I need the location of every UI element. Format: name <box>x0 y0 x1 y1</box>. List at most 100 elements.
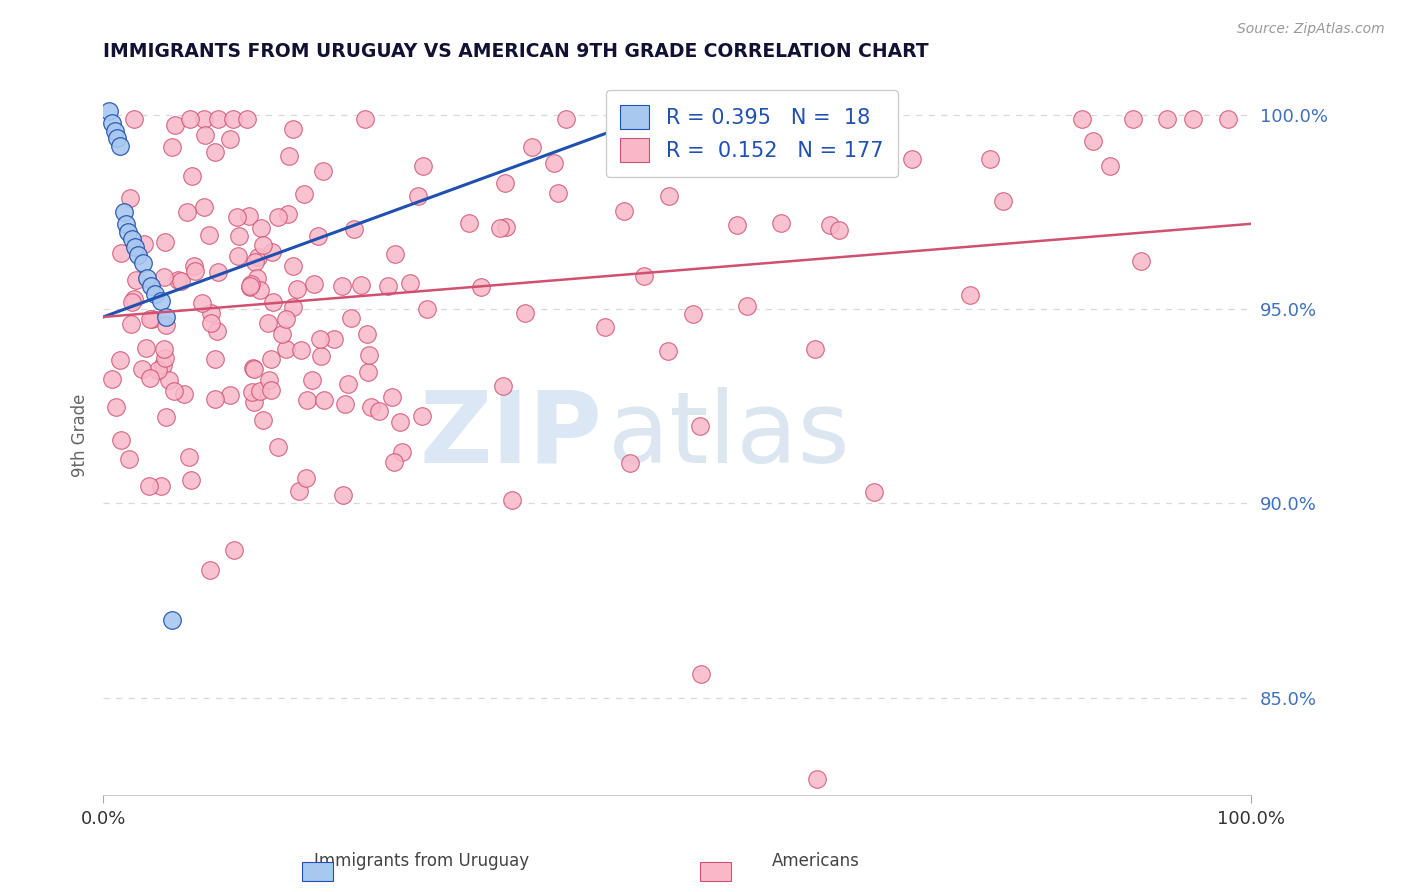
Point <box>249 283 271 297</box>
Point <box>155 318 177 333</box>
Point <box>120 317 142 331</box>
Point <box>173 386 195 401</box>
Point <box>657 344 679 359</box>
Point <box>242 361 264 376</box>
Point <box>122 292 145 306</box>
Point <box>180 169 202 183</box>
Point <box>101 116 124 130</box>
Point <box>238 209 260 223</box>
Point <box>124 112 146 126</box>
Point <box>236 112 259 126</box>
Point <box>139 371 162 385</box>
Point <box>155 310 177 324</box>
Point <box>270 327 292 342</box>
Point <box>388 416 411 430</box>
Point <box>110 139 132 153</box>
Point <box>260 352 283 367</box>
Point <box>250 221 273 235</box>
Point <box>307 228 329 243</box>
Point <box>141 279 163 293</box>
Point <box>138 479 160 493</box>
Point <box>104 400 127 414</box>
Point <box>257 373 280 387</box>
Point <box>804 342 827 356</box>
Point <box>411 409 433 423</box>
Point <box>152 358 174 372</box>
Point <box>134 237 156 252</box>
Point <box>262 295 284 310</box>
Text: IMMIGRANTS FROM URUGUAY VS AMERICAN 9TH GRADE CORRELATION CHART: IMMIGRANTS FROM URUGUAY VS AMERICAN 9TH … <box>103 42 929 61</box>
Point <box>127 248 149 262</box>
Point <box>239 279 262 293</box>
Point <box>290 343 312 357</box>
Point <box>619 457 641 471</box>
Legend: R = 0.395   N =  18, R =  0.152   N = 177: R = 0.395 N = 18, R = 0.152 N = 177 <box>606 90 898 177</box>
Point <box>658 189 681 203</box>
Point <box>153 351 176 365</box>
Point <box>239 280 262 294</box>
Point <box>118 191 141 205</box>
Point <box>1218 112 1240 126</box>
Text: Americans: Americans <box>772 852 859 870</box>
Point <box>959 287 981 301</box>
Point <box>689 667 711 681</box>
Point <box>412 160 434 174</box>
Point <box>246 250 269 264</box>
Point <box>160 613 183 627</box>
Point <box>169 274 191 288</box>
Point <box>689 418 711 433</box>
Point <box>769 215 792 229</box>
Point <box>153 342 176 356</box>
Point <box>335 397 357 411</box>
Point <box>859 112 882 126</box>
Point <box>332 488 354 502</box>
Point <box>381 390 404 404</box>
Point <box>281 301 304 315</box>
Point <box>495 220 517 235</box>
Point <box>555 112 578 126</box>
Point <box>108 352 131 367</box>
Point <box>194 128 217 143</box>
Point <box>292 186 315 201</box>
Point <box>179 112 201 126</box>
Point <box>198 227 221 242</box>
Point <box>110 433 132 447</box>
Point <box>900 152 922 166</box>
Point <box>110 246 132 260</box>
Point <box>725 219 748 233</box>
Point <box>281 259 304 273</box>
Point <box>735 300 758 314</box>
Point <box>184 264 207 278</box>
Text: Immigrants from Uruguay: Immigrants from Uruguay <box>314 852 530 870</box>
Point <box>285 282 308 296</box>
Point <box>150 479 173 493</box>
Point <box>117 225 139 239</box>
Point <box>489 221 512 235</box>
Point <box>193 112 215 126</box>
Point <box>354 112 377 126</box>
Point <box>243 395 266 409</box>
Point <box>105 131 128 145</box>
Point <box>359 348 381 362</box>
Point <box>309 332 332 346</box>
Point <box>322 332 344 346</box>
Point <box>245 255 267 269</box>
Point <box>547 186 569 200</box>
Point <box>820 218 842 232</box>
Point <box>148 362 170 376</box>
Point <box>204 392 226 407</box>
Point <box>274 342 297 356</box>
Point <box>176 205 198 219</box>
Point <box>384 246 406 260</box>
Point <box>391 444 413 458</box>
Point <box>682 307 704 321</box>
Point <box>295 393 318 408</box>
Point <box>226 249 249 263</box>
Point <box>163 384 186 398</box>
Point <box>101 372 124 386</box>
Point <box>149 294 172 309</box>
Point <box>470 280 492 294</box>
Point <box>228 229 250 244</box>
Point <box>198 563 221 577</box>
Point <box>304 277 326 291</box>
